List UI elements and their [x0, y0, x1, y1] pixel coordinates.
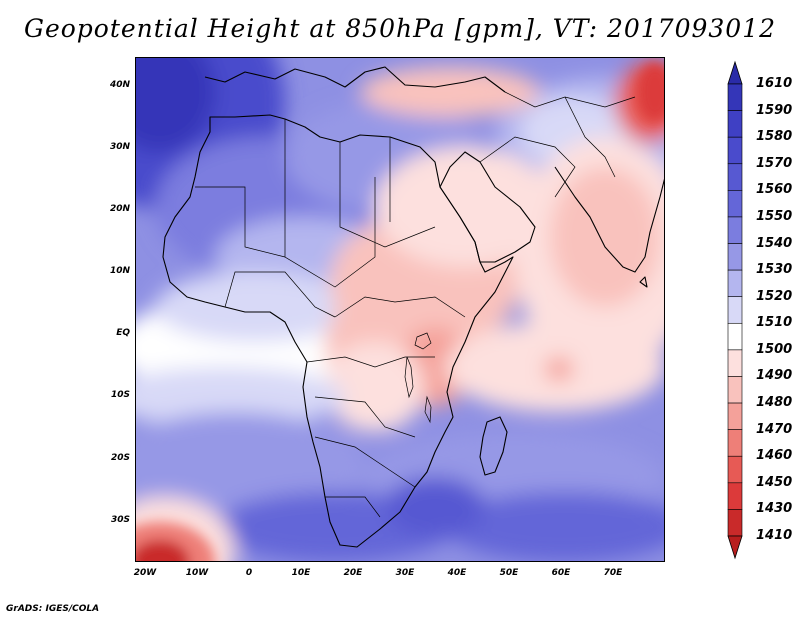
colorbar-bin — [727, 482, 743, 510]
colorbar-bin — [727, 402, 743, 430]
india-coastline — [554, 166, 665, 273]
colorbar-bin — [727, 322, 743, 351]
colorbar-bin — [727, 429, 743, 457]
lat-label-20n: 20N — [109, 204, 130, 214]
border-4 — [195, 186, 286, 258]
colorbar-bottom-arrow — [727, 535, 743, 560]
colorbar-label: 1430 — [756, 501, 793, 517]
colorbar-label: 1590 — [756, 102, 793, 118]
chart-title: Geopotential Height at 850hPa [gpm], VT:… — [23, 14, 777, 43]
colorbar-graphic — [727, 60, 743, 560]
borders — [195, 91, 636, 518]
border-2 — [339, 142, 436, 248]
border-5 — [224, 271, 336, 318]
lon-label-20e: 20E — [343, 568, 363, 578]
colorbar-label: 1480 — [756, 395, 793, 411]
colorbar-bin — [727, 243, 743, 271]
arabia-coastline — [439, 151, 536, 263]
lon-label-30e: 30E — [395, 568, 415, 578]
colorbar-label: 1500 — [756, 341, 793, 357]
lon-label-40e: 40E — [447, 568, 467, 578]
colorbar-bin — [727, 349, 743, 377]
lat-label-30n: 30N — [109, 142, 130, 152]
field-india — [550, 167, 660, 307]
field-south-atlantic-edge — [135, 367, 345, 427]
lat-label-eq: EQ — [116, 328, 130, 338]
colorbar-label: 1540 — [756, 235, 793, 251]
colorbar-bin — [727, 455, 743, 484]
colorbar — [720, 60, 750, 564]
lat-label-20s: 20S — [110, 453, 130, 463]
lat-label-10n: 10N — [109, 266, 130, 276]
colorbar-label: 1610 — [756, 76, 793, 91]
field-turkey — [360, 67, 540, 117]
colorbar-label: 1490 — [756, 368, 793, 384]
colorbar-bin — [727, 376, 743, 404]
border-9 — [314, 436, 416, 488]
footer-credit: GrADS: IGES/COLA — [6, 604, 100, 614]
colorbar-bin — [727, 509, 743, 537]
lon-label-10e: 10E — [291, 568, 311, 578]
lat-label-30s: 30S — [110, 515, 130, 525]
geopotential-field — [135, 57, 665, 562]
colorbar-label: 1470 — [756, 421, 793, 437]
colorbar-bin — [727, 216, 743, 244]
lake-victoria — [414, 332, 432, 350]
colorbar-bin — [727, 190, 743, 218]
lon-label-50e: 50E — [499, 568, 519, 578]
field-southwest-low-core — [135, 540, 190, 562]
colorbar-bin — [727, 136, 743, 165]
colorbar-label: 1520 — [756, 288, 793, 304]
border-7 — [306, 356, 435, 368]
lake-tanganyika — [404, 356, 414, 399]
field-congo — [325, 342, 425, 432]
field-tibet-low — [637, 62, 665, 122]
colorbar-label: 1570 — [756, 155, 793, 171]
border-8 — [314, 396, 416, 438]
border-11 — [479, 136, 576, 198]
lake-malawi — [424, 395, 432, 424]
lon-label-20w: 20W — [133, 568, 157, 578]
colorbar-label: 1450 — [756, 474, 793, 490]
field-south-africa-high — [385, 477, 485, 537]
field-lows — [135, 62, 665, 562]
map-panel — [135, 57, 665, 562]
field-north-atlantic-core — [135, 57, 215, 152]
border-10 — [325, 496, 381, 518]
colorbar-label: 1560 — [756, 182, 793, 198]
lon-label-60e: 60E — [551, 568, 571, 578]
colorbar-bin — [727, 83, 743, 111]
lon-label-70e: 70E — [603, 568, 623, 578]
colorbar-label: 1410 — [756, 528, 793, 543]
lat-label-10s: 10S — [110, 390, 130, 400]
colorbar-label: 1550 — [756, 208, 793, 224]
sri-lanka-coastline — [639, 276, 648, 288]
lon-label-0: 0 — [245, 568, 253, 578]
field-indian-ocean-low — [545, 357, 573, 381]
lon-label-10w: 10W — [185, 568, 209, 578]
colorbar-bin — [727, 269, 743, 298]
colorbar-bin — [727, 296, 743, 324]
europe-coastline — [204, 66, 506, 93]
colorbar-bin — [727, 163, 743, 191]
colorbar-label: 1460 — [756, 448, 793, 464]
colorbar-label: 1510 — [756, 315, 793, 331]
border-6 — [334, 296, 466, 318]
field-arabia — [375, 147, 555, 267]
border-13 — [564, 96, 616, 178]
colorbar-label: 1530 — [756, 262, 793, 278]
colorbar-label: 1580 — [756, 129, 793, 145]
colorbar-top-arrow — [727, 60, 743, 85]
field-shading — [135, 57, 665, 562]
field-sahel — [155, 272, 355, 342]
colorbar-bin — [727, 110, 743, 138]
lat-label-40n: 40N — [109, 80, 130, 90]
border-1 — [284, 119, 376, 288]
madagascar-coastline — [479, 416, 508, 476]
field-southern-ocean — [445, 492, 665, 562]
